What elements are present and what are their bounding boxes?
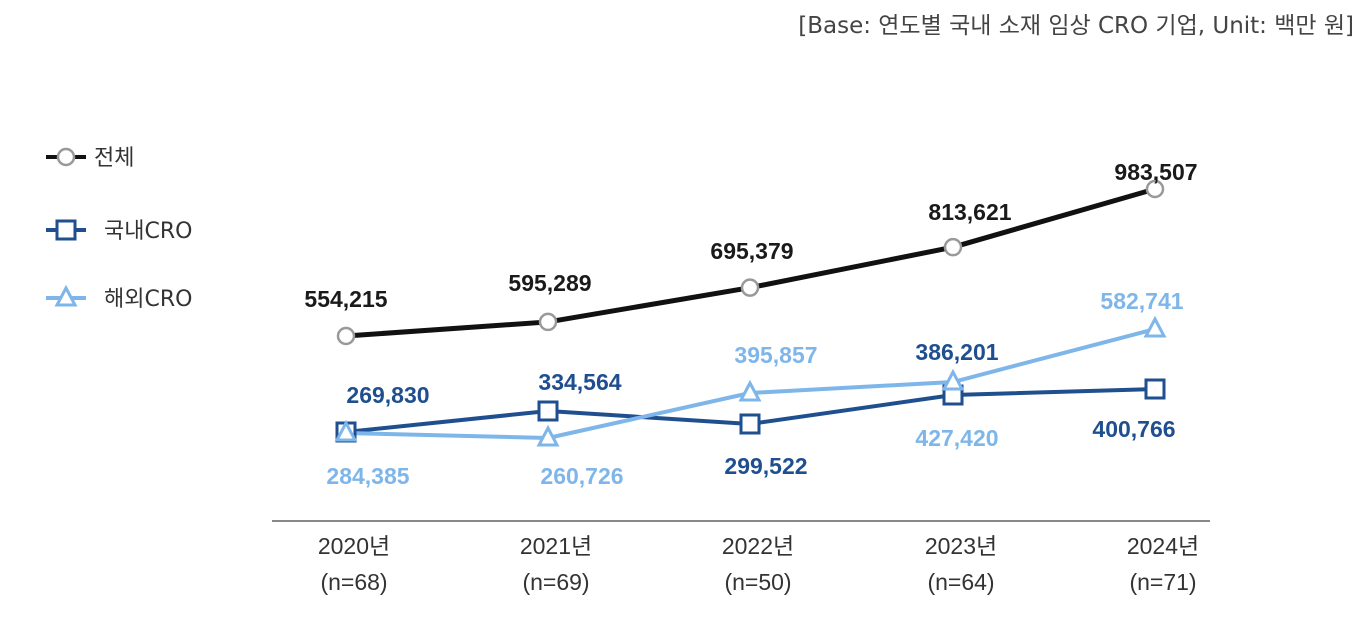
total-marker [740,278,760,297]
total-data-label: 554,215 [304,286,387,312]
legend-total-marker [56,147,76,167]
overseas-cro-data-label: 582,741 [1100,288,1183,314]
data-labels: 554,215 595,289 695,379 813,621 983,507 269,8… [304,159,1197,489]
overseas-cro-data-label: 395,857 [734,342,817,368]
domestic-cro-data-label: 400,766 [1092,416,1175,442]
total-marker [1145,179,1165,199]
domestic-cro-data-label: 269,830 [346,382,429,408]
total-data-label: 813,621 [928,199,1011,225]
legend-overseas-cro-marker [54,284,78,307]
legend-overseas-cro-label: 해외CRO [104,287,192,312]
domestic-cro-data-label: 386,201 [915,339,998,365]
domestic-cro-data-label: 334,564 [538,369,621,395]
overseas-cro-marker [1143,315,1167,338]
total-data-label: 595,289 [508,270,591,296]
domestic-cro-marker [537,400,559,422]
overseas-cro-marker [334,419,358,442]
domestic-cro-data-label: 299,522 [724,453,807,479]
overseas-cro-marker [738,379,762,402]
total-data-label: 695,379 [710,238,793,264]
total-data-label: 983,507 [1114,159,1197,185]
x-tick-year: 2023년 [925,533,997,559]
x-tick-n: (n=64) [927,569,994,595]
base-note: [Base: 연도별 국내 소재 임상 CRO 기업, Unit: 백만 원] [798,13,1354,39]
legend-domestic-cro-label: 국내CRO [104,219,192,244]
overseas-cro-data-label: 260,726 [540,463,623,489]
overseas-cro-data-label: 427,420 [915,425,998,451]
legend-total-label: 전체 [94,146,134,171]
legend-domestic-cro-marker [55,219,77,241]
x-tick-n: (n=68) [320,569,387,595]
x-tick-year: 2020년 [318,533,390,559]
x-tick-year: 2024년 [1127,533,1199,559]
series-markers [334,179,1167,447]
domestic-cro-marker [1144,378,1166,400]
overseas-cro-marker [941,368,965,391]
total-marker [336,326,356,346]
x-tick-n: (n=71) [1129,569,1196,595]
overseas-cro-marker [536,424,560,447]
x-tick-n: (n=69) [522,569,589,595]
overseas-cro-data-label: 284,385 [326,463,409,489]
total-marker [943,237,963,257]
x-axis-ticks: 2020년 (n=68) 2021년 (n=69) 2022년 (n=50) 2023년 (n… [318,533,1199,595]
x-tick-year: 2022년 [722,533,794,559]
x-tick-year: 2021년 [520,533,592,559]
domestic-cro-marker [739,413,761,435]
x-tick-n: (n=50) [724,569,791,595]
total-marker [538,312,558,332]
